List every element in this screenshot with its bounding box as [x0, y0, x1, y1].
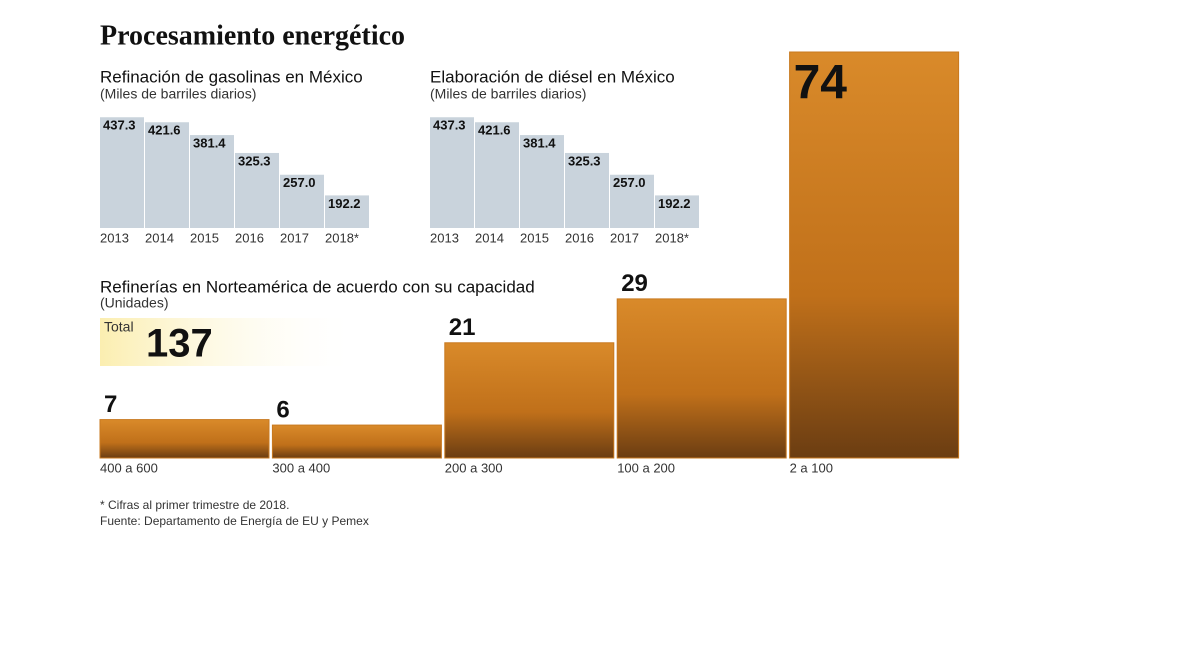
- bar: [565, 152, 609, 228]
- chart-title: Elaboración de diésel en México: [430, 67, 675, 86]
- bar: [235, 152, 279, 228]
- value-label: 74: [794, 57, 848, 110]
- value-label: 192.2: [658, 196, 691, 211]
- value-label: 437.3: [433, 118, 466, 133]
- total-box: [100, 318, 350, 366]
- value-label: 6: [276, 396, 289, 423]
- chart-subtitle: (Unidades): [100, 295, 168, 311]
- bar: [280, 174, 324, 228]
- x-tick-label: 2013: [430, 230, 459, 245]
- bar: [190, 135, 234, 228]
- x-tick-label: 100 a 200: [617, 460, 675, 475]
- x-tick-label: 2013: [100, 230, 129, 245]
- bar: [100, 117, 144, 228]
- value-label: 381.4: [523, 136, 556, 151]
- x-tick-label: 2016: [565, 230, 594, 245]
- x-tick-label: 2014: [475, 230, 504, 245]
- value-label: 29: [621, 270, 648, 297]
- source: Fuente: Departamento de Energía de EU y …: [100, 514, 369, 528]
- bar: [99, 419, 270, 459]
- value-label: 437.3: [103, 118, 136, 133]
- value-label: 257.0: [283, 175, 316, 190]
- x-tick-label: 2016: [235, 230, 264, 245]
- bar: [655, 195, 699, 228]
- bar: [271, 424, 442, 459]
- x-tick-label: 2017: [610, 230, 639, 245]
- chart-subtitle: (Miles de barriles diarios): [100, 86, 256, 102]
- x-tick-label: 2018*: [325, 230, 359, 245]
- footnote: * Cifras al primer trimestre de 2018.: [100, 498, 289, 512]
- value-label: 325.3: [238, 153, 271, 168]
- value-label: 192.2: [328, 196, 361, 211]
- bar: [610, 174, 654, 228]
- value-label: 21: [449, 314, 476, 341]
- total-value: 137: [146, 322, 213, 366]
- x-tick-label: 2017: [280, 230, 309, 245]
- bar: [789, 51, 960, 459]
- chart-title: Refinerías en Norteamérica de acuerdo co…: [100, 277, 535, 296]
- x-tick-label: 400 a 600: [100, 460, 158, 475]
- total-label: Total: [104, 319, 134, 335]
- bar: [475, 122, 519, 228]
- value-label: 257.0: [613, 175, 646, 190]
- x-tick-label: 2 a 100: [790, 460, 833, 475]
- value-label: 381.4: [193, 136, 226, 151]
- bar: [145, 122, 189, 228]
- value-label: 421.6: [478, 123, 511, 138]
- bar: [325, 195, 369, 228]
- x-tick-label: 2015: [190, 230, 219, 245]
- bar: [444, 342, 615, 459]
- x-tick-label: 300 a 400: [272, 460, 330, 475]
- chart-title: Refinación de gasolinas en México: [100, 67, 363, 86]
- value-label: 421.6: [148, 123, 181, 138]
- value-label: 325.3: [568, 153, 601, 168]
- x-tick-label: 2018*: [655, 230, 689, 245]
- value-label: 7: [104, 391, 117, 418]
- x-tick-label: 2014: [145, 230, 174, 245]
- x-tick-label: 2015: [520, 230, 549, 245]
- main-title: Procesamiento energético: [100, 20, 405, 51]
- bar: [616, 298, 787, 459]
- bar: [430, 117, 474, 228]
- bar: [520, 135, 564, 228]
- x-tick-label: 200 a 300: [445, 460, 503, 475]
- chart-subtitle: (Miles de barriles diarios): [430, 86, 586, 102]
